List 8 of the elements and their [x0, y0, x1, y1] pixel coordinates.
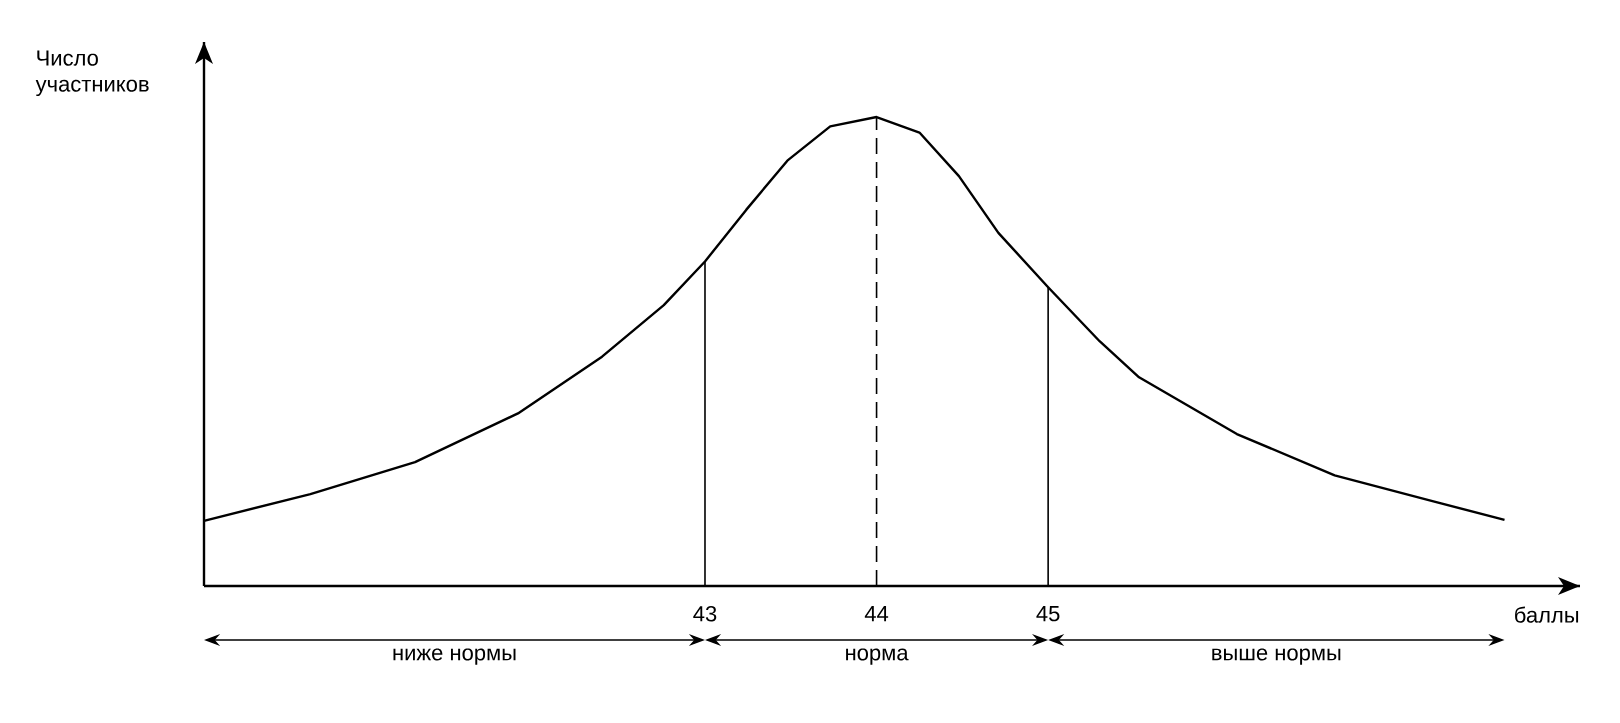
text: выше нормы: [1212, 648, 1341, 665]
text: норма: [846, 648, 909, 665]
text: ниже нормы: [393, 648, 516, 665]
x-tick-label: 43: [693, 606, 717, 622]
x-tick-label: 44: [864, 606, 889, 622]
x-axis-title: баллы: [1515, 606, 1579, 623]
x-tick-label: 45: [1036, 606, 1060, 622]
y-axis-title: Число участников: [35, 50, 149, 97]
